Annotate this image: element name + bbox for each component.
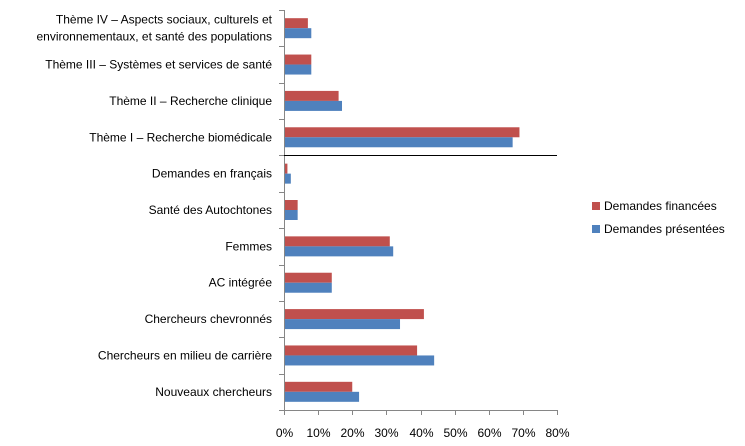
bar-funded-1 (284, 54, 312, 65)
category-label: Thème II – Recherche clinique (109, 94, 272, 108)
category-label: Santé des Autochtones (149, 203, 272, 217)
category-label: Thème III – Systèmes et services de sant… (45, 58, 272, 72)
bar-funded-4 (284, 163, 288, 174)
bar-submitted-3 (284, 137, 513, 148)
legend-swatch (592, 202, 600, 210)
category-label: Demandes en français (152, 167, 272, 181)
bar-funded-0 (284, 18, 308, 29)
category-label: Thème I – Recherche biomédicale (89, 130, 272, 144)
category-label: Nouveaux chercheurs (155, 385, 272, 399)
bar-funded-2 (284, 90, 339, 101)
bars-layer (284, 18, 520, 402)
category-label: AC intégrée (209, 276, 273, 290)
legend-label: Demandes présentées (604, 222, 725, 236)
x-tick-label: 70% (511, 426, 535, 440)
legend-swatch (592, 225, 600, 233)
category-label: Chercheurs en milieu de carrière (98, 348, 272, 362)
x-tick-label: 10% (306, 426, 330, 440)
x-tick-label: 30% (374, 426, 398, 440)
axes-layer: 0% 10% 20% 30% 40% 50% 60% 70% 80% (276, 10, 570, 440)
x-tick-label: 20% (340, 426, 364, 440)
bar-funded-5 (284, 200, 298, 210)
bar-funded-6 (284, 236, 390, 247)
category-label: Thème IV – Aspects sociaux, culturels et (56, 13, 273, 27)
bar-funded-7 (284, 272, 332, 283)
bar-funded-3 (284, 127, 520, 138)
category-label: Chercheurs chevronnés (145, 312, 272, 326)
bar-submitted-5 (284, 210, 298, 220)
x-tick-label: 60% (477, 426, 501, 440)
bar-submitted-1 (284, 64, 312, 75)
bar-submitted-6 (284, 246, 394, 257)
legend: Demandes financées Demandes présentées (592, 199, 725, 236)
bar-submitted-2 (284, 100, 343, 111)
bar-submitted-9 (284, 355, 435, 366)
x-tick-label: 80% (545, 426, 569, 440)
bar-submitted-8 (284, 319, 401, 330)
bar-funded-10 (284, 381, 353, 392)
category-label: environnementaux, et santé des populatio… (37, 30, 273, 44)
category-label: Femmes (225, 239, 272, 253)
x-tick-label: 50% (443, 426, 467, 440)
bar-funded-8 (284, 309, 424, 320)
bar-submitted-4 (284, 173, 291, 184)
bar-submitted-7 (284, 282, 332, 293)
category-labels: Thème IV – Aspects sociaux, culturels et… (37, 13, 273, 399)
bar-funded-9 (284, 345, 418, 356)
x-tick-label: 0% (276, 426, 294, 440)
legend-label: Demandes financées (604, 199, 717, 213)
bar-submitted-0 (284, 28, 312, 39)
bar-submitted-10 (284, 391, 360, 402)
x-tick-label: 40% (409, 426, 433, 440)
